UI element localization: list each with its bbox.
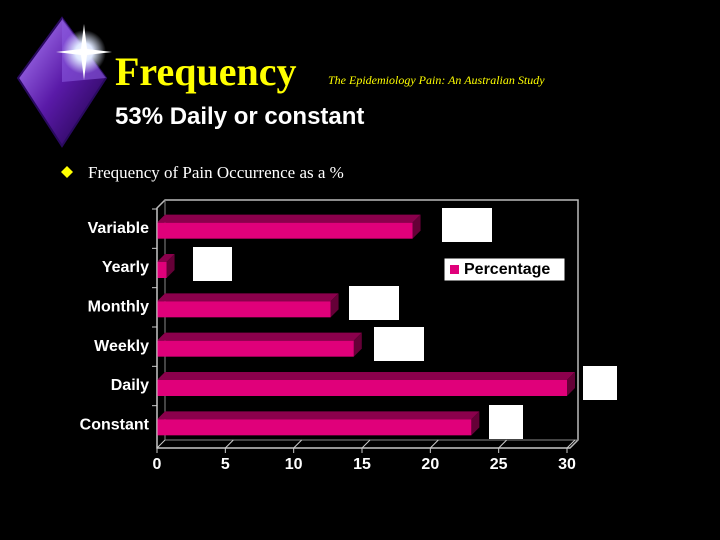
heading: 53% Daily or constant: [115, 103, 364, 130]
x-tick-label: 20: [421, 456, 439, 473]
legend-swatch: [450, 265, 459, 274]
x-tick-3d: [293, 439, 303, 449]
bar-side: [567, 372, 575, 396]
bullet-icon: [61, 166, 73, 178]
logo: [16, 16, 112, 148]
bar: [157, 262, 167, 278]
x-tick-3d: [498, 439, 508, 449]
legend: Percentage: [443, 257, 566, 282]
bar-top: [157, 372, 575, 380]
bullet-text: Frequency of Pain Occurrence as a %: [88, 163, 344, 182]
bar-side: [166, 254, 175, 278]
x-tick-3d: [566, 439, 576, 449]
legend-label: Percentage: [464, 261, 550, 278]
y-tick-label: Variable: [88, 220, 149, 237]
x-tick-label: 10: [285, 456, 303, 473]
y-tick-label: Constant: [80, 417, 150, 434]
x-tick-label: 0: [153, 456, 162, 473]
bar-top: [157, 214, 421, 223]
bar: [157, 301, 331, 318]
bar-top: [157, 254, 175, 262]
x-tick-label: 5: [221, 456, 230, 473]
x-tick-3d: [361, 439, 371, 449]
bar-side: [412, 214, 421, 239]
bar: [157, 222, 413, 239]
bar-top: [157, 411, 480, 420]
bar-side: [471, 411, 480, 436]
y-tick-label: Monthly: [88, 299, 149, 316]
bar: [157, 419, 472, 436]
x-tick-3d: [156, 439, 166, 449]
y-tick-label: Daily: [111, 377, 149, 394]
bar-side: [353, 332, 362, 357]
x-tick-label: 30: [558, 456, 576, 473]
x-tick-label: 25: [490, 456, 508, 473]
bar-side: [330, 293, 339, 318]
label-boxes: [193, 208, 617, 439]
bar-top: [157, 332, 362, 341]
slide-subtitle: The Epidemiology Pain: An Australian Stu…: [328, 73, 545, 87]
x-tick-3d: [429, 439, 439, 449]
x-tick-label: 15: [353, 456, 371, 473]
y-tick-label: Yearly: [102, 259, 149, 276]
legend-box: [443, 257, 566, 282]
slide-title: Frequency: [115, 49, 296, 94]
bar: [157, 380, 567, 396]
bar-top: [157, 293, 339, 302]
x-tick-3d: [224, 439, 234, 449]
y-tick-label: Weekly: [94, 338, 149, 355]
bar: [157, 340, 354, 357]
